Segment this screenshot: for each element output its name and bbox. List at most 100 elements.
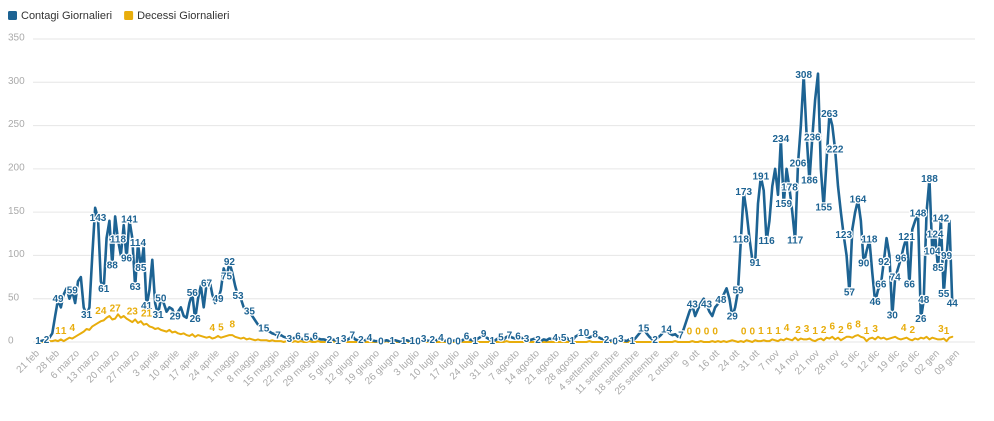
data-label: 50 — [155, 293, 167, 304]
data-label: 1 — [35, 336, 41, 347]
legend-swatch — [8, 11, 17, 20]
data-label: 4 — [367, 333, 373, 344]
data-label: 186 — [801, 176, 818, 187]
data-label: 3 — [618, 334, 624, 345]
data-label: 123 — [835, 230, 852, 241]
data-label: 8 — [592, 330, 598, 341]
series-line — [37, 313, 954, 343]
data-label: 6 — [830, 321, 836, 332]
data-label: 85 — [932, 263, 944, 274]
y-tick-label: 200 — [8, 162, 25, 173]
data-label: 3 — [287, 334, 293, 345]
data-label: 61 — [98, 284, 110, 295]
legend-label: Contagi Giornalieri — [21, 10, 112, 22]
y-tick-label: 350 — [8, 33, 25, 44]
data-label: 1 — [472, 336, 478, 347]
data-label: 96 — [895, 254, 907, 265]
data-label: 143 — [90, 213, 107, 224]
legend-swatch — [124, 11, 134, 20]
data-label: 2 — [535, 335, 541, 346]
data-label: 1 — [55, 326, 61, 337]
data-label: 0 — [415, 337, 421, 348]
data-label: 2 — [910, 325, 916, 336]
data-label: 114 — [130, 238, 147, 249]
x-tick-label: 31 ott — [737, 348, 763, 374]
data-label: 92 — [224, 257, 236, 268]
data-label: 49 — [212, 294, 224, 305]
data-label: 117 — [787, 235, 804, 246]
data-label: 236 — [804, 132, 821, 143]
x-tick-label: 16 ott — [697, 348, 723, 374]
data-label: 0 — [455, 337, 461, 348]
data-label: 8 — [855, 320, 861, 331]
data-label: 2 — [44, 335, 50, 346]
data-label: 263 — [821, 109, 838, 120]
data-label: 27 — [110, 303, 122, 314]
data-label: 59 — [732, 286, 744, 297]
y-tick-label: 300 — [8, 76, 25, 87]
data-label: 121 — [898, 232, 915, 243]
data-label: 2 — [358, 335, 364, 346]
data-label: 0 — [741, 327, 747, 338]
data-label: 6 — [847, 321, 853, 332]
data-label: 1 — [335, 336, 341, 347]
data-label: 15 — [638, 324, 650, 335]
data-label: 4 — [70, 323, 76, 334]
data-label: 0 — [447, 337, 453, 348]
data-label: 1 — [775, 326, 781, 337]
data-label: 91 — [750, 258, 762, 269]
data-label: 1 — [410, 336, 416, 347]
data-label: 1 — [490, 336, 496, 347]
data-label: 118 — [110, 234, 127, 245]
data-label: 118 — [861, 234, 878, 245]
data-label: 35 — [244, 306, 256, 317]
data-label: 1 — [401, 336, 407, 347]
data-label: 0 — [704, 327, 710, 338]
data-label: 6 — [312, 331, 318, 342]
y-tick-label: 250 — [8, 119, 25, 130]
data-label: 2 — [604, 335, 610, 346]
data-label: 1 — [767, 326, 773, 337]
data-label: 188 — [921, 174, 938, 185]
data-label: 29 — [170, 312, 182, 323]
data-label: 31 — [152, 310, 164, 321]
data-label: 90 — [858, 259, 870, 270]
data-label: 124 — [927, 229, 944, 240]
data-label: 2 — [430, 335, 436, 346]
legend: Contagi Giornalieri Decessi Giornalieri — [8, 10, 229, 22]
data-label: 118 — [733, 234, 750, 245]
data-label: 49 — [52, 294, 64, 305]
data-label: 1 — [390, 336, 396, 347]
x-tick-label: 24 ott — [717, 348, 743, 374]
data-label: 104 — [924, 247, 941, 258]
data-label: 2 — [838, 325, 844, 336]
data-label: 2 — [652, 335, 658, 346]
data-label: 57 — [844, 287, 856, 298]
data-label: 1 — [812, 326, 818, 337]
data-label: 2 — [795, 325, 801, 336]
y-tick-label: 0 — [8, 336, 14, 347]
data-label: 31 — [81, 310, 93, 321]
data-label: 1 — [758, 326, 764, 337]
data-label: 155 — [815, 202, 832, 213]
data-label: 148 — [910, 209, 927, 220]
data-label: 116 — [759, 236, 776, 247]
data-label: 1 — [61, 326, 67, 337]
data-label: 85 — [135, 263, 147, 274]
data-label: 3 — [872, 324, 878, 335]
data-label: 23 — [127, 307, 139, 318]
data-label: 7 — [275, 331, 281, 342]
data-label: 222 — [827, 144, 844, 155]
data-label: 3 — [524, 334, 530, 345]
data-label: 30 — [887, 311, 899, 322]
data-label: 0 — [612, 337, 618, 348]
data-label: 5 — [498, 332, 504, 343]
data-label: 1 — [570, 336, 576, 347]
data-label: 5 — [561, 333, 567, 344]
data-label: 43 — [687, 299, 699, 310]
data-label: 29 — [727, 312, 739, 323]
data-label: 178 — [781, 183, 798, 194]
data-label: 41 — [141, 301, 153, 312]
data-label: 1 — [944, 326, 950, 337]
